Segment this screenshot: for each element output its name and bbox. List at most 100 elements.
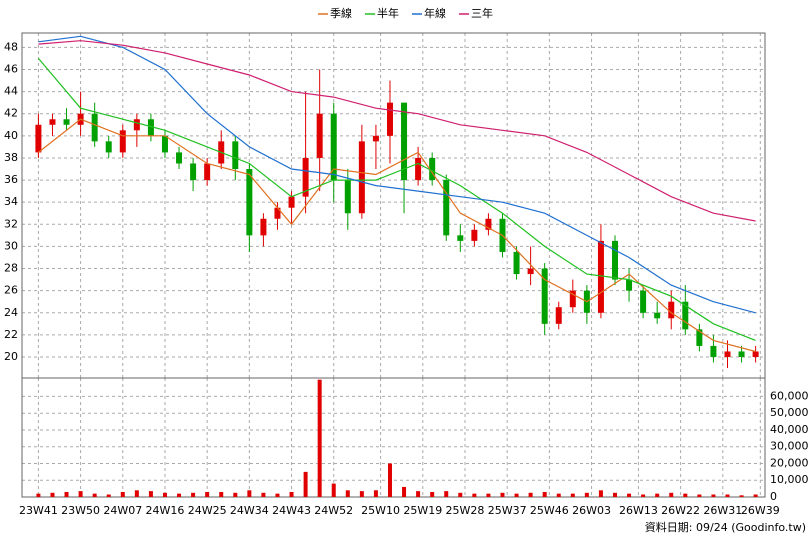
y2-tick-label: 20,000 (770, 456, 808, 469)
candle-body (710, 345, 717, 357)
y-tick-label: 46 (4, 62, 18, 75)
footnote: 資料日期: 09/24 (Goodinfo.tw) (645, 520, 806, 534)
x-tick-label: 24W43 (272, 504, 311, 517)
y-tick-label: 44 (4, 85, 18, 98)
x-tick-label: 25W19 (403, 504, 442, 517)
candle-body (91, 113, 98, 142)
x-tick-label: 24W16 (146, 504, 185, 517)
volume-bar (612, 492, 617, 497)
candle-body (176, 152, 183, 164)
candle-body (429, 157, 436, 181)
volume-bar (205, 491, 210, 497)
candle-body (204, 163, 211, 181)
candle-body (401, 102, 408, 181)
x-tick-label: 24W07 (103, 504, 142, 517)
y-tick-label: 22 (4, 328, 18, 341)
x-tick-label: 24W52 (314, 504, 353, 517)
candle-body (330, 113, 337, 181)
candle-body (246, 169, 253, 236)
legend-label: 年線 (424, 6, 446, 20)
volume-bar (317, 379, 322, 497)
volume-bar (641, 494, 646, 497)
candle-body (443, 180, 450, 236)
volume-bar (683, 493, 688, 497)
volume-bar (373, 490, 378, 497)
candle-body (274, 207, 281, 219)
volume-bar (303, 471, 308, 497)
candle-body (133, 119, 140, 131)
volume-bar (106, 494, 111, 497)
candle-body (288, 196, 295, 208)
volume-bar (78, 491, 83, 497)
candle-body (358, 141, 365, 214)
candle-body (63, 119, 70, 125)
y-tick-label: 36 (4, 173, 18, 186)
volume-bar (120, 491, 125, 497)
y2-tick-label: 30,000 (770, 440, 808, 453)
volume-bar (697, 494, 702, 497)
candle-body (541, 268, 548, 324)
y-tick-label: 24 (4, 306, 18, 319)
volume-bar (584, 492, 589, 497)
candle-body (190, 163, 197, 181)
candle-body (147, 119, 154, 136)
volume-bar (514, 493, 519, 497)
x-tick-label: 25W37 (488, 504, 527, 517)
volume-bar (472, 493, 477, 497)
y-tick-label: 40 (4, 129, 18, 142)
x-tick-label: 26W03 (572, 504, 611, 517)
candle-body (457, 235, 464, 241)
ma-line (38, 118, 756, 353)
volume-bar (430, 491, 435, 497)
x-tick-label: 26W13 (619, 504, 658, 517)
volume-bar (416, 491, 421, 497)
candle-body (752, 351, 759, 357)
y-tick-label: 26 (4, 284, 18, 297)
x-tick-label: 23W50 (61, 504, 100, 517)
candle-body (344, 180, 351, 214)
candle-body (527, 268, 534, 275)
candle-body (471, 229, 478, 241)
candle-body (415, 157, 422, 181)
y-tick-label: 28 (4, 262, 18, 275)
legend-label: 季線 (330, 6, 352, 20)
x-tick-label: 26W22 (661, 504, 700, 517)
candle-body (302, 157, 309, 197)
candle-body (696, 329, 703, 346)
x-tick-label: 25W10 (361, 504, 400, 517)
y-tick-label: 30 (4, 239, 18, 252)
volume-bar (275, 493, 280, 497)
volume-bar (500, 492, 505, 497)
candle-body (555, 307, 562, 324)
candle-body (386, 102, 393, 136)
candle-body (668, 301, 675, 319)
volume-bar (191, 492, 196, 497)
candle-body (35, 124, 42, 153)
candle-body (640, 290, 647, 313)
y2-tick-label: 0 (770, 490, 777, 503)
volume-bar (64, 491, 69, 497)
volume-bar (725, 494, 730, 497)
x-tick-label: 25W28 (446, 504, 485, 517)
candle-body (119, 130, 126, 153)
volume-bar (50, 492, 55, 497)
candle-body (738, 351, 745, 357)
volume-bar (402, 486, 407, 497)
candle-body (161, 135, 168, 153)
y-tick-label: 32 (4, 217, 18, 230)
volume-bar (387, 463, 392, 497)
candle-body (654, 312, 661, 319)
ma-line (38, 35, 756, 314)
volume-bar (92, 493, 97, 497)
volume-bar (542, 491, 547, 497)
candle-body (49, 119, 56, 125)
volume-bar (289, 491, 294, 497)
volume-bar (528, 492, 533, 497)
volume-bar (219, 491, 224, 497)
candle-body (513, 251, 520, 275)
candle-body (232, 141, 239, 170)
y-tick-label: 48 (4, 40, 18, 53)
volume-bar (444, 491, 449, 497)
